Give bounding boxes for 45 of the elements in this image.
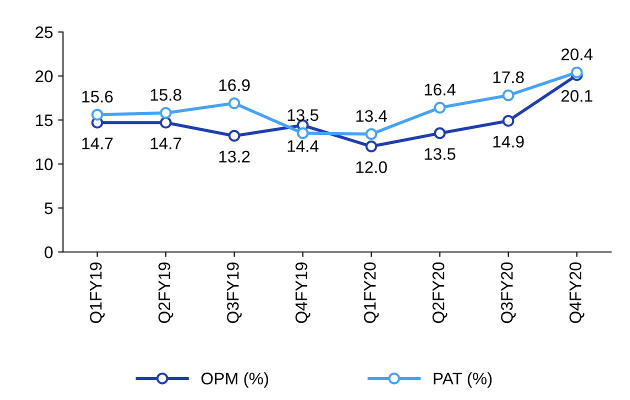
point [502,89,514,102]
x-tick-label: Q2FY20 [432,262,448,323]
data-label: 14.7 [150,138,182,150]
y-tick-label: 5 [44,202,53,214]
point [365,140,378,152]
y-tick-label: 20 [36,70,53,82]
point [434,127,446,140]
y-tick-label: 10 [36,158,53,170]
point [502,114,514,127]
point [228,130,240,142]
y-tick-label: 25 [36,26,53,38]
point [365,128,378,140]
data-label: 20.4 [561,48,593,60]
point [160,107,172,119]
point [228,97,240,110]
data-label: 16.4 [424,84,456,96]
data-label: 14.4 [288,140,319,152]
data-label: 14.9 [493,136,524,148]
x-tick-label: Q4FY20 [570,262,584,323]
point [570,66,583,78]
data-label: 16.9 [219,79,250,92]
data-label: 13.5 [288,109,318,122]
point [91,108,104,121]
x-tick-label: Q1FY19 [90,262,105,323]
legend-label: PAT (%) [434,372,492,388]
data-label: 13.4 [356,110,388,122]
x-tick-label: Q2FY19 [158,262,174,323]
x-tick-label: Q3FY19 [226,262,242,323]
data-label: 13.5 [424,148,456,160]
y-tick-label: 15 [36,114,53,126]
data-label: 17.8 [493,71,524,84]
data-label: 13.2 [219,150,250,163]
data-label: 20.1 [561,90,592,102]
data-label: 15.6 [82,90,113,103]
x-tick-label: Q4FY19 [295,262,310,323]
x-tick-label: Q1FY20 [364,262,379,323]
data-label: 15.8 [150,88,182,101]
point [296,127,309,140]
data-label: 12.0 [356,161,387,174]
y-tick-label: 0 [44,246,53,258]
legend-label: OPM (%) [201,372,268,388]
point [160,116,172,129]
point [434,102,446,114]
x-tick-label: Q3FY20 [501,262,516,323]
data-label: 14.7 [82,138,113,150]
